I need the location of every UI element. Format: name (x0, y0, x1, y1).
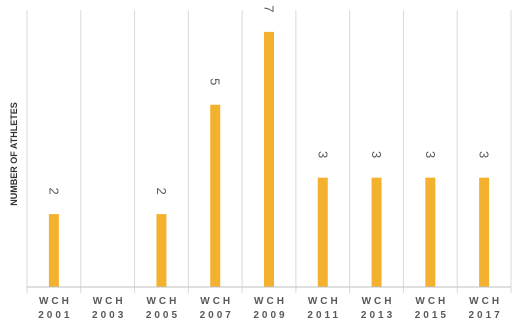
bar (479, 177, 490, 287)
tick-label: 2017 (468, 310, 502, 321)
tick-label: 2013 (361, 310, 395, 321)
y-axis-label: NUMBER OF ATHLETES (9, 102, 19, 206)
bar (156, 214, 167, 287)
tick-label: WCH (469, 296, 502, 307)
data-label: 3 (369, 151, 384, 158)
tick-label: WCH (39, 296, 72, 307)
tick-label: WCH (415, 296, 448, 307)
tick-label: WCH (200, 296, 233, 307)
gridlines (26, 10, 512, 293)
tick-label: WCH (93, 296, 126, 307)
tick-label: WCH (146, 296, 179, 307)
data-label: 7 (262, 5, 277, 12)
data-label: 2 (154, 187, 169, 194)
bar (264, 31, 274, 287)
tick-label: 2009 (253, 310, 287, 321)
data-label: 2 (46, 187, 61, 194)
bars (48, 31, 490, 288)
tick-label: WCH (308, 296, 341, 307)
tick-label: 2005 (146, 310, 180, 321)
tick-label: 2007 (200, 310, 234, 321)
tick-label: WCH (254, 296, 287, 307)
data-label: 3 (423, 151, 438, 158)
data-label: 3 (315, 151, 330, 158)
data-labels: 2 2 5 7 3 3 3 3 (46, 5, 491, 194)
bar (317, 177, 328, 287)
tick-label: WCH (362, 296, 395, 307)
tick-labels: WCH 2001 WCH 2003 WCH 2005 WCH 2007 WCH 2009 WCH 20… (38, 296, 502, 321)
bar (425, 177, 436, 287)
bar (48, 214, 59, 287)
bar (371, 177, 382, 287)
data-label: 5 (208, 78, 223, 85)
tick-label: 2003 (92, 310, 126, 321)
bar (210, 104, 221, 288)
tick-label: 2011 (307, 310, 341, 321)
tick-label: 2001 (38, 310, 72, 321)
data-label: 3 (477, 151, 492, 158)
tick-label: 2015 (415, 310, 449, 321)
